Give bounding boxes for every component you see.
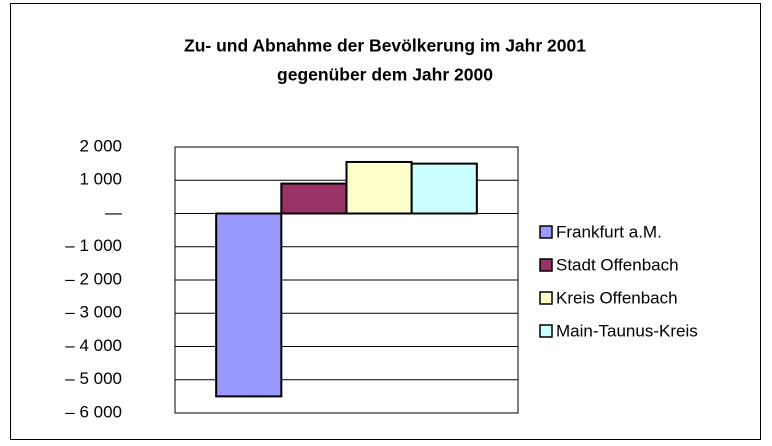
chart-title: Zu- und Abnahme der Bevölkerung im Jahr … <box>184 36 586 56</box>
legend-label: Frankfurt a.M. <box>556 222 662 241</box>
y-tick-label: – 6 000 <box>65 402 122 421</box>
bar <box>345 160 413 215</box>
legend-label: Stadt Offenbach <box>556 255 679 274</box>
legend-swatch <box>539 258 553 272</box>
chart-title: gegenüber dem Jahr 2000 <box>277 65 493 85</box>
bar <box>410 162 478 215</box>
legend-label: Main-Taunus-Kreis <box>556 321 698 340</box>
y-tick-label: 2 000 <box>79 136 122 155</box>
legend-swatch <box>539 225 553 239</box>
y-tick-label: – 5 000 <box>65 369 122 388</box>
y-tick-label: — <box>105 203 122 222</box>
y-tick-label: – 3 000 <box>65 303 122 322</box>
y-tick-label: – 4 000 <box>65 336 122 355</box>
bar <box>280 182 348 215</box>
y-tick-label: 1 000 <box>79 170 122 189</box>
legend-label: Kreis Offenbach <box>556 288 678 307</box>
bar <box>215 212 283 398</box>
y-tick-label: – 2 000 <box>65 269 122 288</box>
legend-swatch <box>539 324 553 338</box>
legend-swatch <box>539 291 553 305</box>
y-tick-label: – 1 000 <box>65 236 122 255</box>
